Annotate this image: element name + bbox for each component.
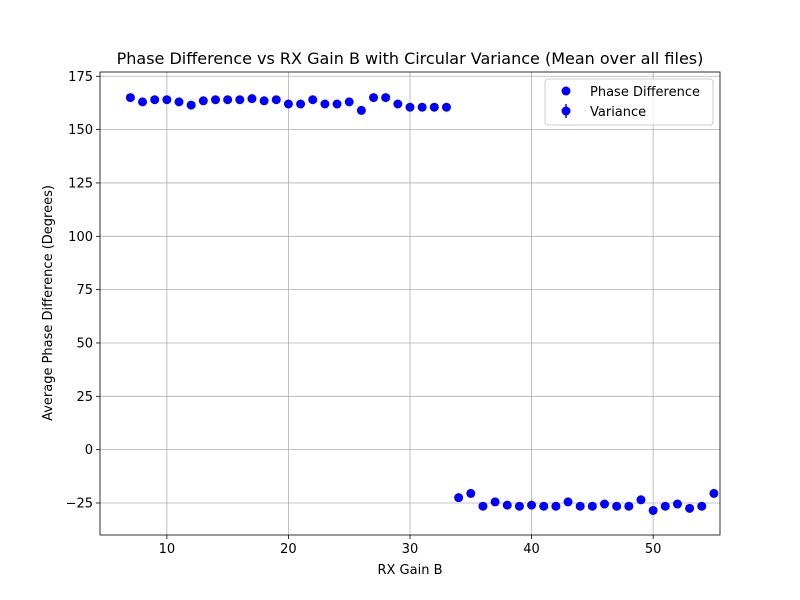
x-tick-label: 30 [402,542,419,557]
y-tick-label: 25 [76,390,93,405]
data-point [612,501,622,511]
legend-marker-phase-difference [561,86,571,96]
data-point [502,500,512,510]
data-point [150,95,160,105]
legend-marker-variance [561,106,571,116]
data-point [223,95,233,105]
data-point [636,495,646,505]
data-point [685,503,695,513]
data-point [672,499,682,509]
data-point [186,100,196,110]
data-point [478,501,488,511]
data-point [587,501,597,511]
data-point [138,97,148,107]
data-point [697,501,707,511]
data-point [174,97,184,107]
data-point [551,501,561,511]
data-point [162,95,172,105]
data-point [527,500,537,510]
y-tick-label: −25 [66,496,93,511]
data-point [296,99,306,109]
data-point [454,493,464,503]
data-point [320,99,330,109]
y-tick-label: 100 [68,230,93,245]
data-point [539,501,549,511]
data-point [429,102,439,112]
y-tick-label: 125 [68,176,93,191]
data-point [466,488,476,498]
data-point [600,499,610,509]
data-point [393,99,403,109]
y-tick-label: 175 [68,70,93,85]
data-point [356,105,366,115]
data-point [563,497,573,507]
legend-box [544,78,714,126]
y-axis-label: Average Phase Difference (Degrees) [41,185,56,421]
x-tick-label: 10 [159,542,176,557]
legend: Phase Difference Variance [544,78,714,126]
y-tick-label: 50 [76,336,93,351]
x-tick-label: 50 [645,542,662,557]
data-point [235,95,245,105]
data-point [660,501,670,511]
y-tick-label: 150 [68,123,93,138]
x-tick-label: 20 [280,542,297,557]
x-axis-label: RX Gain B [377,563,442,578]
grid [100,72,720,535]
data-point [514,501,524,511]
data-point [271,95,281,105]
data-point [648,505,658,515]
data-point [490,497,500,507]
legend-label-variance: Variance [590,105,646,120]
data-point [441,102,451,112]
data-point [332,99,342,109]
y-tick-label: 75 [76,283,93,298]
data-point [369,93,379,103]
chart-title: Phase Difference vs RX Gain B with Circu… [117,49,704,68]
data-point [405,102,415,112]
data-points [125,93,719,515]
legend-label-phase-difference: Phase Difference [590,85,700,100]
data-point [709,488,719,498]
data-point [624,501,634,511]
x-tick-label: 40 [523,542,540,557]
data-point [125,93,135,103]
data-point [259,96,269,106]
data-point [210,95,220,105]
data-point [308,95,318,105]
data-point [344,97,354,107]
axis-ticks: 10 20 30 40 50 −25 0 25 50 75 100 125 150 175 [66,70,662,557]
plot-frame [99,71,721,536]
data-point [575,501,585,511]
y-tick-label: 0 [85,443,93,458]
data-point [247,94,257,104]
data-point [198,96,208,106]
data-point [417,102,427,112]
data-point [381,93,391,103]
data-point [283,99,293,109]
